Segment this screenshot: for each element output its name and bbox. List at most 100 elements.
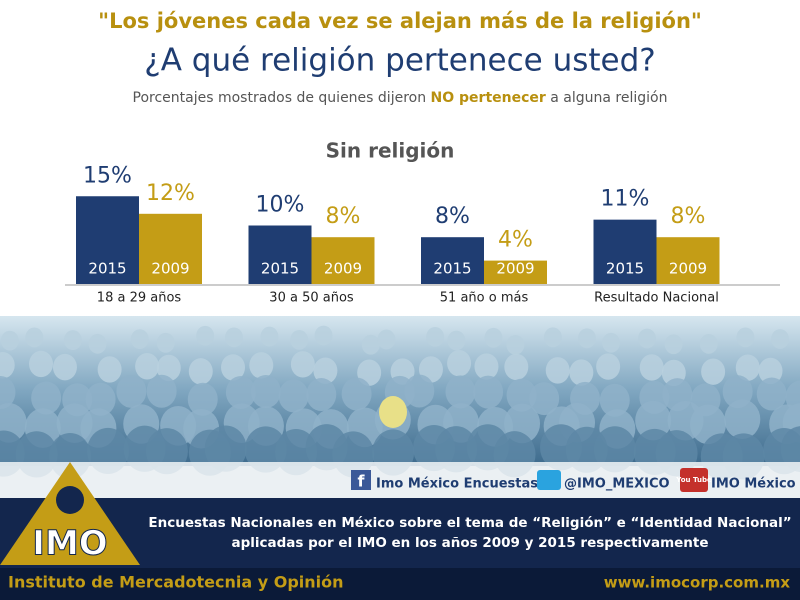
subtitle-emphasis: NO pertenecer: [431, 90, 546, 106]
value-label: 15%: [83, 163, 132, 188]
crowd-head: [780, 426, 800, 473]
institute-name: Instituto de Mercadotecnia y Opinión: [8, 573, 344, 592]
logo-drop: [56, 486, 84, 514]
crowd-head: [187, 382, 218, 416]
crowd-head: [314, 325, 333, 346]
social-bar: [0, 462, 800, 498]
bar-year-label: 2009: [669, 260, 707, 278]
crowd-head: [504, 353, 529, 381]
crowd-head: [545, 357, 570, 384]
crowd-head: [249, 352, 274, 379]
crowd-head: [529, 382, 560, 416]
crowd-head: [758, 357, 783, 385]
highlight-head: [379, 396, 407, 428]
crowd-head: [447, 330, 466, 351]
crowd-head: [361, 334, 380, 355]
value-label: 8%: [326, 204, 361, 229]
crowd-head: [25, 327, 44, 348]
value-label: 12%: [146, 181, 195, 206]
crowd-head: [506, 334, 525, 355]
crowd-head: [771, 329, 790, 349]
bar: [421, 237, 484, 284]
crowd-head: [426, 326, 445, 347]
crowd-head: [593, 426, 636, 473]
youtube-icon: [680, 468, 708, 492]
crowd-head: [638, 328, 657, 349]
bar-year-label: 2015: [88, 260, 126, 278]
bar: [656, 237, 720, 284]
crowd-head: [735, 354, 760, 381]
crowd-head: [543, 327, 562, 348]
bar-year-label: 2015: [433, 260, 471, 278]
footer-line-1: Encuestas Nacionales en México sobre el …: [148, 515, 791, 531]
subtitle: Porcentajes mostrados de quienes dijeron…: [133, 90, 668, 106]
crowd-head: [435, 426, 478, 473]
crowd-head: [85, 382, 116, 416]
crowd-head: [290, 351, 315, 378]
crowd-head: [341, 377, 372, 411]
crowd-head: [445, 375, 476, 409]
crowd-head: [146, 374, 177, 408]
logo-text: IMO: [32, 524, 107, 564]
crowd-head: [599, 383, 630, 417]
crowd-head: [756, 377, 787, 411]
crowd-head: [447, 350, 472, 377]
crowd-head: [506, 378, 537, 412]
bar-year-label: 2009: [324, 260, 362, 278]
crowd-head: [313, 357, 338, 384]
crowd-head: [204, 425, 247, 472]
bar-year-label: 2015: [606, 260, 644, 278]
x-tick-label: Resultado Nacional: [594, 291, 719, 306]
facebook-icon: [351, 470, 371, 490]
website: www.imocorp.com.mx: [604, 574, 791, 592]
crowd-head: [29, 350, 54, 378]
crowd-head: [63, 330, 82, 350]
crowd-head: [724, 399, 761, 440]
value-label: 8%: [435, 204, 470, 229]
question: ¿A qué religión pertenece usted?: [144, 43, 655, 79]
crowd-head: [404, 374, 435, 408]
quote: "Los jóvenes cada vez se alejan más de l…: [98, 9, 702, 33]
crowd-head: [290, 329, 309, 350]
bar: [248, 225, 312, 284]
chart-title: Sin religión: [326, 139, 455, 163]
crowd-head: [250, 375, 281, 409]
x-tick-label: 18 a 29 años: [97, 291, 182, 306]
crowd-head: [377, 329, 396, 350]
crowd-head: [116, 374, 147, 408]
subtitle-start: Porcentajes mostrados de quienes dijeron: [133, 90, 431, 106]
crowd-head: [135, 353, 160, 380]
x-tick-label: 51 año o más: [440, 291, 529, 306]
bar: [311, 237, 375, 284]
crowd-head: [156, 332, 175, 353]
youtube-icon-text: You Tube: [675, 476, 712, 484]
bar: [484, 260, 547, 284]
crowd-head: [221, 354, 246, 381]
crowd-head: [0, 376, 16, 410]
facebook-f: f: [358, 472, 366, 491]
crowd-head: [88, 333, 107, 354]
crowd-head: [639, 354, 664, 381]
footer-line-2: aplicadas por el IMO en los años 2009 y …: [231, 535, 708, 551]
bar-year-label: 2009: [151, 260, 189, 278]
crowd-head: [225, 375, 256, 409]
value-label: 8%: [671, 204, 706, 229]
twitter-handle: @IMO_MEXICO: [564, 477, 670, 492]
crowd-head: [474, 353, 499, 380]
crowd-head: [156, 354, 181, 382]
crowd-head: [188, 358, 213, 385]
crowd-head: [0, 330, 19, 351]
bar: [76, 196, 139, 284]
bar: [593, 219, 657, 284]
crowd-head: [244, 426, 287, 473]
crowd-head: [699, 333, 718, 354]
crowd-head: [473, 375, 504, 409]
crowd-head: [224, 327, 243, 348]
crowd-head: [31, 381, 62, 415]
crowd-head: [596, 353, 621, 380]
crowd-head: [569, 359, 594, 386]
crowd-head: [577, 328, 596, 349]
value-label: 11%: [601, 187, 650, 212]
bar-year-label: 2009: [496, 260, 534, 278]
crowd-head: [484, 327, 503, 348]
